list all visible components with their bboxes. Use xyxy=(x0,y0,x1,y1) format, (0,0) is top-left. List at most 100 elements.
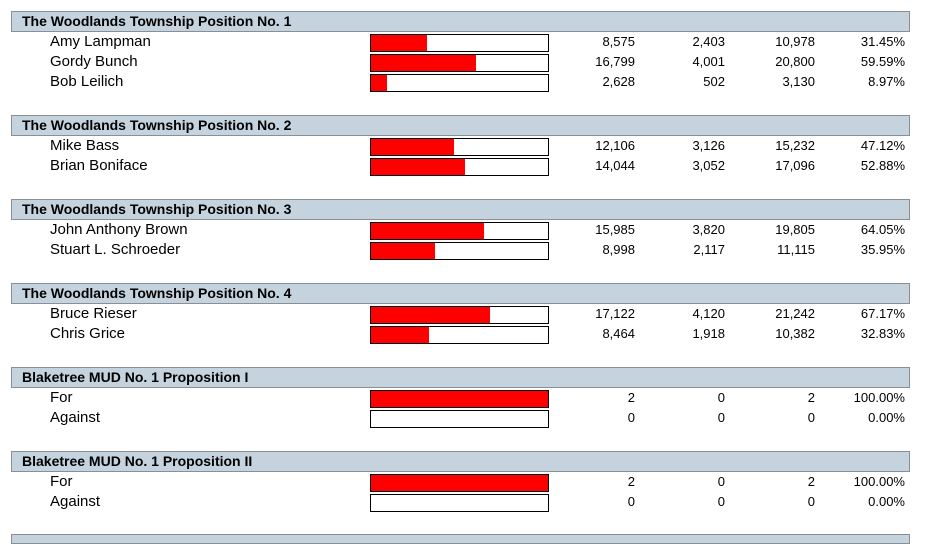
vote-percent: 52.88% xyxy=(860,158,905,173)
candidate-name: Against xyxy=(50,409,101,426)
election-day-votes: 0 xyxy=(717,494,725,509)
total-votes: 19,805 xyxy=(775,222,815,237)
election-day-votes: 2,403 xyxy=(692,34,725,49)
race-title: The Woodlands Township Position No. 4 xyxy=(11,283,910,304)
next-race-header-edge xyxy=(11,534,910,544)
candidate-name: For xyxy=(50,473,73,490)
vote-share-bar xyxy=(370,390,549,408)
total-votes: 11,115 xyxy=(777,242,815,257)
candidate-name: Bruce Rieser xyxy=(50,305,137,322)
vote-percent: 35.95% xyxy=(860,242,905,257)
early-votes: 8,464 xyxy=(602,326,635,341)
candidate-row: Amy Lampman 8,575 2,403 10,978 31.45% xyxy=(11,32,910,52)
total-votes: 15,232 xyxy=(775,138,815,153)
election-day-votes: 3,126 xyxy=(692,138,725,153)
race-title: The Woodlands Township Position No. 2 xyxy=(11,115,910,136)
vote-share-bar xyxy=(370,34,549,52)
vote-percent: 0.00% xyxy=(868,494,905,509)
early-votes: 15,985 xyxy=(595,222,635,237)
early-votes: 12,106 xyxy=(595,138,635,153)
early-votes: 2,628 xyxy=(602,74,635,89)
vote-percent: 31.45% xyxy=(860,34,905,49)
early-votes: 8,575 xyxy=(602,34,635,49)
candidate-name: John Anthony Brown xyxy=(50,221,188,238)
vote-share-bar xyxy=(370,54,549,72)
election-day-votes: 2,117 xyxy=(693,242,725,257)
election-day-votes: 4,001 xyxy=(692,54,725,69)
candidate-row: Gordy Bunch 16,799 4,001 20,800 59.59% xyxy=(11,52,910,72)
total-votes: 0 xyxy=(807,410,815,425)
election-day-votes: 0 xyxy=(717,474,725,489)
early-votes: 17,122 xyxy=(595,306,635,321)
vote-share-fill xyxy=(371,55,477,71)
candidate-row: John Anthony Brown 15,985 3,820 19,805 6… xyxy=(11,220,910,240)
total-votes: 21,242 xyxy=(775,306,815,321)
race-title: Blaketree MUD No. 1 Proposition II xyxy=(11,451,910,472)
total-votes: 0 xyxy=(807,494,815,509)
race-section: The Woodlands Township Position No. 3 Jo… xyxy=(11,199,910,260)
total-votes: 2 xyxy=(807,474,815,489)
vote-share-bar xyxy=(370,326,549,344)
vote-percent: 47.12% xyxy=(860,138,905,153)
vote-percent: 100.00% xyxy=(853,390,905,405)
total-votes: 17,096 xyxy=(775,158,815,173)
vote-percent: 67.17% xyxy=(860,306,905,321)
early-votes: 0 xyxy=(627,494,635,509)
candidate-row: Against 0 0 0 0.00% xyxy=(11,492,910,512)
race-title: Blaketree MUD No. 1 Proposition I xyxy=(11,367,910,388)
vote-percent: 59.59% xyxy=(860,54,905,69)
vote-share-fill xyxy=(371,75,387,91)
vote-share-bar xyxy=(370,158,549,176)
candidate-name: Mike Bass xyxy=(50,137,120,154)
vote-share-bar xyxy=(370,222,549,240)
vote-percent: 32.83% xyxy=(860,326,905,341)
candidate-row: For 2 0 2 100.00% xyxy=(11,472,910,492)
early-votes: 2 xyxy=(627,474,635,489)
early-votes: 2 xyxy=(627,390,635,405)
vote-share-fill xyxy=(371,243,435,259)
election-day-votes: 502 xyxy=(703,74,725,89)
vote-share-fill xyxy=(371,475,548,491)
candidate-row: Bob Leilich 2,628 502 3,130 8.97% xyxy=(11,72,910,92)
vote-share-fill xyxy=(371,139,455,155)
candidate-row: Brian Boniface 14,044 3,052 17,096 52.88… xyxy=(11,156,910,176)
candidate-name: Gordy Bunch xyxy=(50,53,138,70)
early-votes: 16,799 xyxy=(595,54,635,69)
race-section: Blaketree MUD No. 1 Proposition II For 2… xyxy=(11,451,910,512)
vote-percent: 64.05% xyxy=(860,222,905,237)
total-votes: 2 xyxy=(807,390,815,405)
race-title: The Woodlands Township Position No. 3 xyxy=(11,199,910,220)
early-votes: 8,998 xyxy=(602,242,635,257)
vote-share-bar xyxy=(370,494,549,512)
vote-share-bar xyxy=(370,306,549,324)
race-section: The Woodlands Township Position No. 1 Am… xyxy=(11,11,910,92)
race-section: The Woodlands Township Position No. 2 Mi… xyxy=(11,115,910,176)
early-votes: 0 xyxy=(627,410,635,425)
vote-share-fill xyxy=(371,223,485,239)
candidate-name: Amy Lampman xyxy=(50,33,151,50)
candidate-row: Bruce Rieser 17,122 4,120 21,242 67.17% xyxy=(11,304,910,324)
candidate-row: Against 0 0 0 0.00% xyxy=(11,408,910,428)
vote-percent: 100.00% xyxy=(853,474,905,489)
total-votes: 10,978 xyxy=(775,34,815,49)
race-section: Blaketree MUD No. 1 Proposition I For 2 … xyxy=(11,367,910,428)
early-votes: 14,044 xyxy=(595,158,635,173)
election-day-votes: 3,052 xyxy=(692,158,725,173)
vote-share-fill xyxy=(371,159,465,175)
election-day-votes: 0 xyxy=(717,410,725,425)
candidate-row: Stuart L. Schroeder 8,998 2,117 11,115 3… xyxy=(11,240,910,260)
total-votes: 20,800 xyxy=(775,54,815,69)
election-day-votes: 3,820 xyxy=(692,222,725,237)
vote-share-fill xyxy=(371,391,548,407)
candidate-name: Chris Grice xyxy=(50,325,126,342)
election-day-votes: 1,918 xyxy=(692,326,725,341)
candidate-row: For 2 0 2 100.00% xyxy=(11,388,910,408)
vote-share-fill xyxy=(371,307,490,323)
total-votes: 10,382 xyxy=(775,326,815,341)
vote-percent: 8.97% xyxy=(868,74,905,89)
race-section: The Woodlands Township Position No. 4 Br… xyxy=(11,283,910,344)
total-votes: 3,130 xyxy=(782,74,815,89)
vote-share-bar xyxy=(370,138,549,156)
candidate-name: Brian Boniface xyxy=(50,157,148,174)
vote-share-fill xyxy=(371,35,427,51)
